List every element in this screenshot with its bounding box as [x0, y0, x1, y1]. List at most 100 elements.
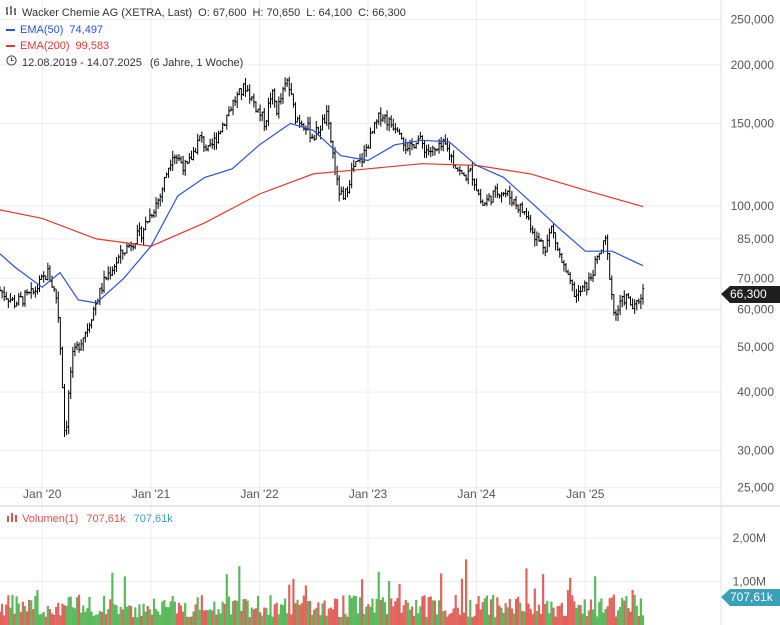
volume-bar	[129, 606, 133, 625]
volume-bar	[125, 606, 129, 625]
volume-bar	[188, 616, 191, 625]
y-tick-label: 150,000	[731, 116, 775, 130]
volume-bar	[450, 612, 453, 625]
volume-bar	[485, 595, 489, 625]
volume-bar	[132, 617, 135, 625]
volume-bar	[30, 600, 33, 625]
x-tick-label: Jan '24	[457, 487, 496, 501]
volume-bar	[498, 605, 501, 625]
volume-bar	[50, 613, 54, 625]
volume-bar	[271, 616, 274, 625]
volume-bar	[256, 595, 260, 625]
volume-bar	[336, 598, 339, 625]
volume-bar	[558, 605, 561, 625]
volume-bar	[404, 599, 407, 625]
volume-bar	[159, 614, 162, 625]
low-label: L:	[306, 7, 316, 19]
volume-bar	[496, 597, 499, 625]
ema200-legend[interactable]: EMA(200) 99,583	[6, 38, 406, 55]
volume-bar	[23, 605, 27, 625]
volume-bar	[454, 595, 457, 625]
volume-bar	[371, 598, 374, 625]
volume-bar	[317, 602, 320, 625]
volume-bar	[161, 601, 164, 625]
candles	[0, 76, 645, 438]
volume-bar	[394, 601, 397, 625]
volume-bar	[535, 610, 538, 625]
volume-bar	[456, 607, 459, 625]
volume-bar	[138, 604, 141, 625]
volume-bar	[163, 600, 166, 625]
volume-tick-label: 2,00M	[733, 531, 766, 545]
volume-bar	[28, 599, 31, 625]
ema200-swatch	[6, 45, 15, 48]
volume-bar	[92, 615, 95, 625]
volume-bar	[619, 606, 622, 625]
volume-bar	[96, 614, 99, 625]
volume-bar	[429, 596, 432, 625]
ema50-legend[interactable]: EMA(50) 74,497	[6, 22, 406, 39]
last-price-tag: 66,300	[730, 287, 767, 301]
volume-bar	[448, 614, 451, 625]
volume-bar	[614, 616, 618, 625]
volume-bar	[533, 588, 536, 625]
volume-bar	[109, 599, 112, 625]
y-tick-label: 100,000	[731, 199, 775, 213]
volume-bar	[142, 603, 145, 625]
y-tick-label: 250,000	[731, 13, 775, 27]
volume-bar	[121, 609, 124, 625]
volume-bar	[577, 604, 580, 625]
volume-bar	[261, 615, 264, 625]
volume-bar	[306, 601, 310, 625]
volume-bar	[544, 603, 547, 625]
volume-bar	[48, 609, 52, 625]
volume-legend: Volumen(1) 707,61k 707,61k	[7, 513, 173, 525]
bar-chart-icon	[6, 5, 18, 22]
volume-bar	[69, 596, 72, 625]
ema200-value: 99,583	[75, 40, 110, 52]
volume-bar	[529, 608, 532, 625]
volume-bar	[390, 598, 393, 625]
volume-bar	[229, 614, 233, 625]
volume-bar	[377, 571, 380, 625]
volume-bar	[273, 604, 276, 625]
ema50-value: 74,497	[69, 23, 104, 36]
volume-bar	[483, 598, 486, 625]
volume-bar	[514, 598, 518, 625]
volume-bar	[219, 613, 222, 625]
volume-bar	[327, 608, 330, 625]
volume-bar	[61, 603, 64, 625]
volume-bar	[152, 598, 156, 625]
volume-bar	[500, 607, 503, 625]
volume-bar	[179, 605, 183, 625]
volume-bar	[344, 613, 347, 625]
volume-bar	[55, 606, 58, 625]
volume-bar	[234, 600, 237, 625]
volume-bar	[369, 606, 372, 625]
volume-bar	[417, 613, 420, 625]
ema200-line	[0, 163, 644, 247]
volume-bar	[238, 566, 241, 625]
volume-bar	[383, 602, 387, 625]
ema50-label: EMA(50)	[20, 23, 64, 36]
volume-bar	[127, 605, 131, 625]
volume-bar	[254, 608, 258, 625]
volume-bar	[206, 610, 210, 625]
volume-bar	[86, 608, 89, 625]
volume-bar	[165, 606, 168, 625]
volume-bar	[381, 597, 384, 625]
volume-bar	[594, 576, 597, 625]
volume-bar	[269, 595, 272, 625]
volume-bar	[350, 598, 353, 625]
volume-bar	[283, 598, 287, 625]
volume-bar	[641, 615, 645, 625]
low-value: 64,100	[318, 7, 353, 19]
volume-bar	[319, 615, 322, 625]
volume-bar	[190, 616, 193, 625]
x-tick-label: Jan '22	[240, 487, 279, 501]
volume-bar	[552, 607, 555, 625]
volume-bar	[252, 609, 255, 625]
volume-bar	[154, 609, 158, 625]
volume-bar	[281, 605, 285, 625]
